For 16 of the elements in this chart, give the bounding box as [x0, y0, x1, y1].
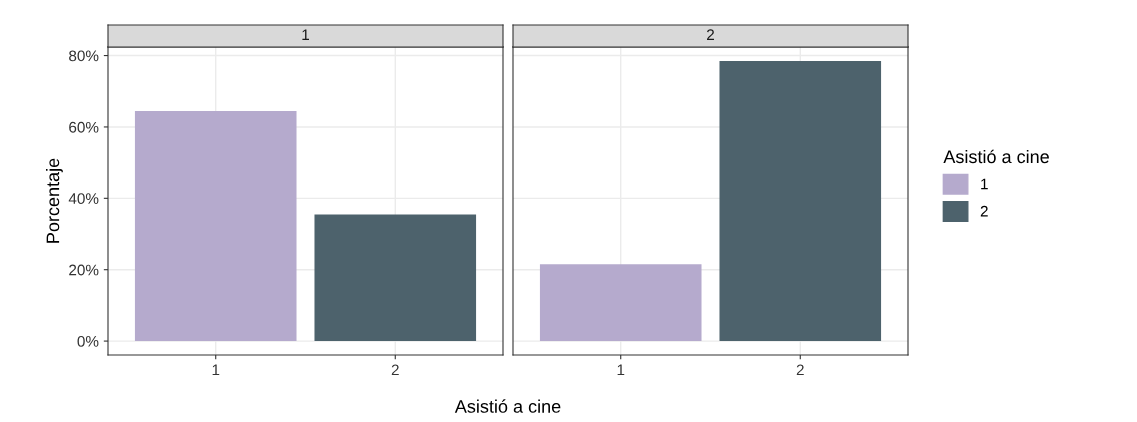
x-tick-label: 1	[212, 364, 220, 376]
legend-label: 2	[980, 205, 988, 217]
y-tick-label: 0%	[77, 335, 99, 347]
x-tick-label: 2	[391, 364, 399, 376]
chart-title: 2	[707, 29, 714, 40]
legend-title: Asistió a cine	[943, 149, 1049, 164]
x-axis-title: Asistió a cine	[454, 399, 561, 413]
y-tick-label: 40%	[68, 193, 99, 205]
y-axis-title: Porcentaje	[46, 158, 63, 243]
x-tick-label: 1	[617, 364, 625, 376]
y-tick-label: 80%	[69, 50, 99, 62]
chart-title: 1	[302, 29, 309, 40]
y-tick-label: 60%	[69, 121, 99, 133]
y-tick-label: 20%	[69, 264, 99, 276]
legend-label: 1	[981, 178, 988, 190]
x-tick-label: 2	[796, 364, 804, 376]
